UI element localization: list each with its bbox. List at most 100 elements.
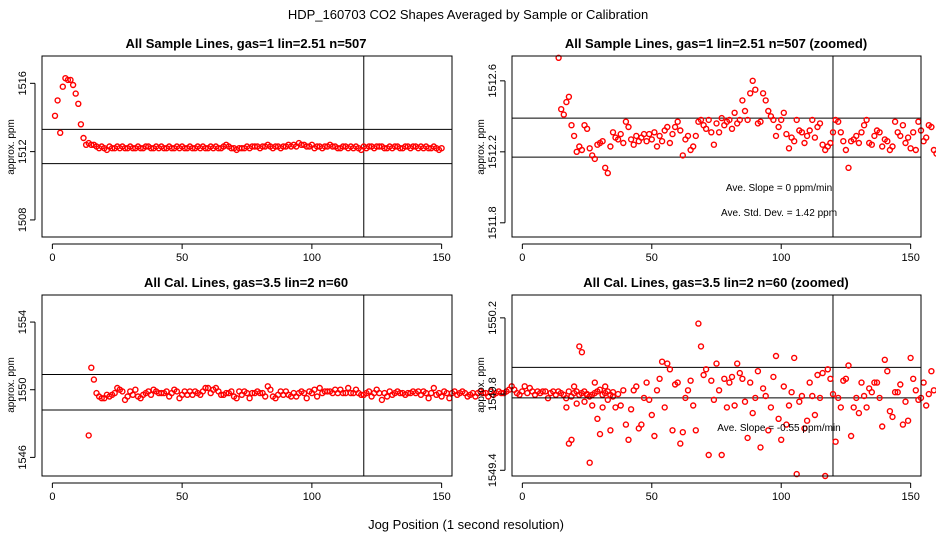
data-point: [816, 120, 824, 127]
data-point: [604, 169, 611, 177]
data-point: [778, 116, 785, 124]
data-point: [653, 143, 661, 150]
data-point: [811, 411, 819, 419]
x-tick-label: 150: [432, 252, 450, 264]
x-tick-label: 0: [49, 491, 55, 503]
data-point: [726, 116, 733, 124]
data-point: [599, 404, 606, 411]
x-tick-label: 100: [303, 252, 321, 264]
data-point: [835, 394, 842, 402]
data-point: [228, 388, 235, 395]
data-point: [793, 470, 800, 478]
data-point: [910, 375, 917, 382]
data-point: [690, 143, 697, 150]
y-tick-label: 1508: [17, 208, 29, 232]
annotation-text: Ave. Slope = -0.55 ppm/min: [717, 423, 841, 434]
data-point: [899, 121, 907, 129]
data-point: [886, 408, 894, 415]
data-point: [899, 421, 907, 428]
data-point: [617, 130, 624, 138]
data-point: [904, 134, 912, 141]
data-point: [692, 427, 699, 434]
data-point: [884, 137, 891, 145]
data-point: [568, 121, 575, 129]
data-point: [891, 389, 899, 396]
data-point: [677, 440, 684, 447]
data-point: [770, 116, 777, 124]
data-point: [840, 137, 847, 145]
data-point: [558, 105, 565, 113]
data-point: [602, 164, 609, 172]
data-point: [303, 395, 310, 402]
data-point: [653, 387, 661, 394]
data-point: [871, 132, 878, 140]
data-point: [59, 83, 66, 90]
data-point: [775, 123, 782, 131]
data-point: [793, 116, 800, 124]
data-point: [479, 389, 487, 397]
data-point: [88, 364, 95, 371]
data-point: [803, 132, 811, 140]
x-tick-label: 0: [519, 252, 525, 264]
data-point: [111, 389, 118, 397]
data-point: [752, 394, 759, 402]
data-point: [643, 379, 650, 386]
data-point: [811, 134, 819, 141]
data-point: [731, 402, 738, 409]
data-point: [770, 373, 777, 381]
data-point: [710, 396, 718, 403]
data-point: [780, 383, 787, 390]
data-point: [930, 387, 936, 394]
data-point: [819, 369, 826, 377]
y-tick-label: 1550.2: [487, 301, 499, 335]
x-tick-label: 0: [49, 252, 55, 264]
x-tick-label: 150: [901, 491, 919, 503]
data-point: [620, 387, 627, 394]
data-point: [627, 406, 635, 413]
plot-frame: [41, 55, 453, 238]
data-point: [589, 402, 596, 409]
data-point: [246, 395, 253, 402]
plot-frame: [511, 294, 922, 477]
data-point: [718, 114, 725, 122]
data-point: [666, 139, 674, 147]
data-point: [767, 404, 775, 411]
data-point: [845, 164, 852, 172]
data-point: [752, 86, 759, 93]
y-axis-label: approx. ppm: [6, 357, 17, 413]
data-points: [85, 364, 617, 439]
data-point: [832, 438, 839, 445]
data-point: [819, 141, 826, 148]
data-point: [609, 389, 617, 396]
data-point: [759, 385, 767, 392]
data-point: [69, 81, 77, 89]
data-point: [147, 391, 155, 398]
data-point: [697, 116, 705, 124]
data-points: [555, 54, 936, 177]
data-point: [747, 379, 754, 386]
data-point: [860, 392, 868, 400]
data-point: [560, 111, 567, 118]
data-point: [772, 352, 780, 360]
data-point: [915, 118, 922, 125]
data-point: [713, 120, 720, 127]
data-point: [563, 404, 570, 411]
data-point: [430, 384, 437, 392]
data-point: [728, 373, 736, 381]
data-point: [578, 146, 586, 154]
x-tick-label: 0: [519, 491, 525, 503]
data-point: [643, 137, 650, 145]
data-point: [713, 360, 720, 367]
data-point: [749, 409, 756, 417]
data-point: [775, 415, 782, 422]
data-point: [754, 368, 762, 375]
data-point: [827, 139, 834, 147]
data-point: [708, 377, 715, 384]
data-point: [633, 383, 640, 390]
data-point: [669, 427, 676, 434]
data-point: [803, 417, 811, 424]
data-point: [573, 400, 580, 407]
data-point: [98, 395, 105, 402]
data-point: [791, 354, 798, 362]
